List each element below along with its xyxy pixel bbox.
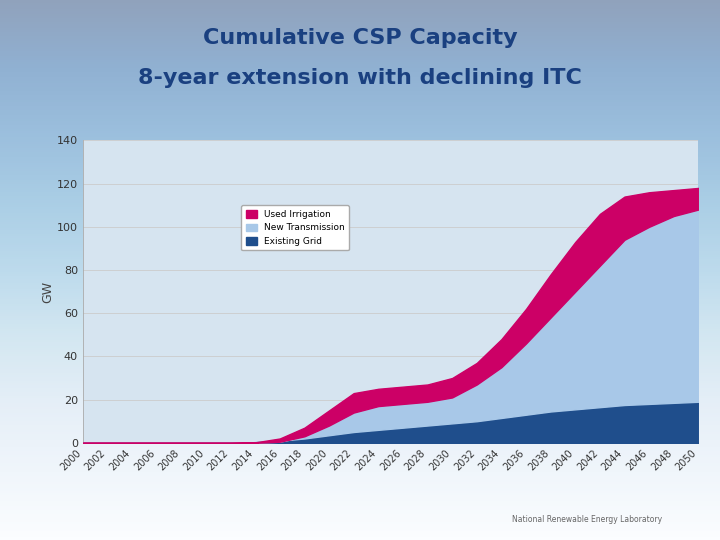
Text: Cumulative CSP Capacity: Cumulative CSP Capacity — [203, 28, 517, 48]
Legend: Used Irrigation, New Transmission, Existing Grid: Used Irrigation, New Transmission, Exist… — [241, 205, 349, 251]
Text: 8-year extension with declining ITC: 8-year extension with declining ITC — [138, 68, 582, 89]
Y-axis label: GW: GW — [41, 281, 54, 302]
Text: National Renewable Energy Laboratory: National Renewable Energy Laboratory — [512, 515, 662, 524]
